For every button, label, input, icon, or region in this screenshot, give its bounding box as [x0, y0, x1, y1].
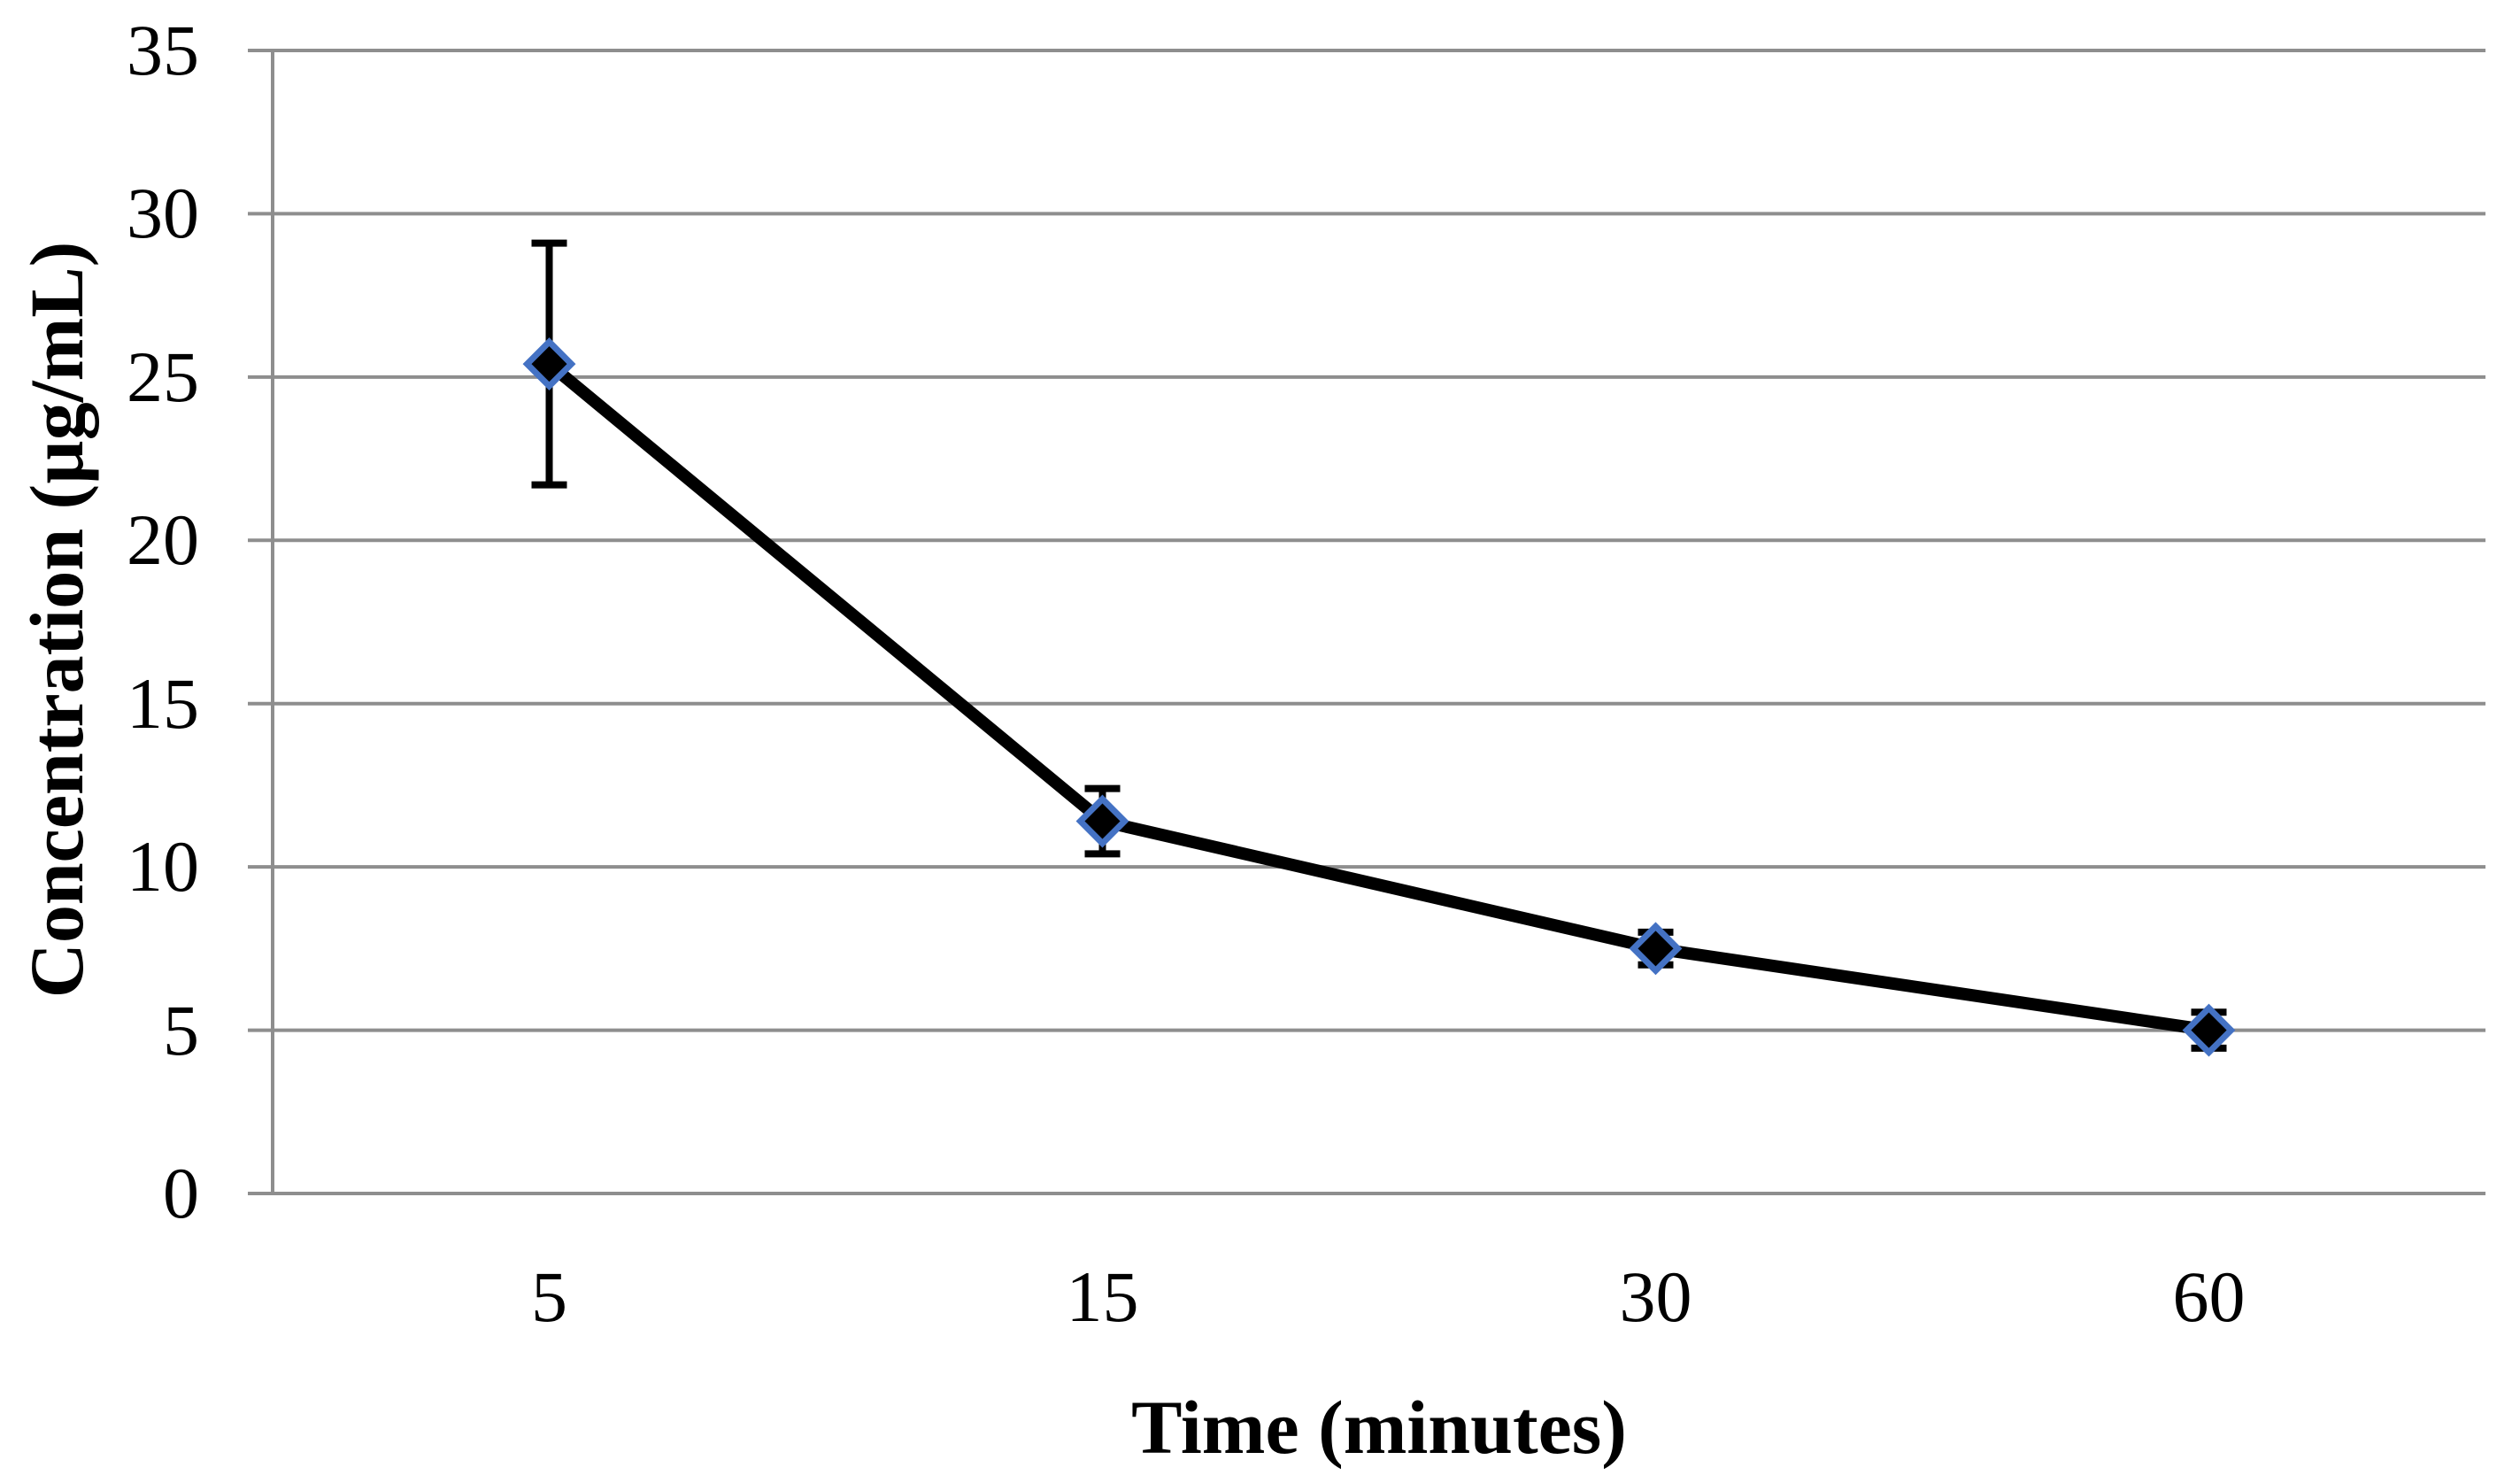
marker-diamond — [1629, 922, 1683, 976]
series-line — [543, 358, 2216, 1037]
y-tick-label: 10 — [127, 826, 199, 908]
x-tick-label: 60 — [2172, 1256, 2246, 1337]
x-axis-title: Time (minutes) — [1131, 1385, 1627, 1470]
x-tick-label: 5 — [531, 1256, 567, 1337]
marker-diamond — [1075, 794, 1129, 848]
y-tick-label: 20 — [127, 499, 199, 581]
y-tick-label: 15 — [127, 662, 199, 744]
marker-diamond — [2182, 1003, 2236, 1057]
x-tick-label: 30 — [1619, 1256, 1692, 1337]
y-tick-label: 5 — [163, 989, 199, 1070]
y-axis-title: Concentration (µg/mL) — [14, 241, 99, 999]
y-tick-label: 35 — [127, 10, 199, 90]
y-tick-label: 30 — [127, 173, 199, 254]
y-tick-label: 0 — [163, 1153, 199, 1233]
marker-diamond — [522, 337, 576, 391]
y-tick-label: 25 — [127, 336, 199, 417]
x-tick-label: 15 — [1066, 1256, 1139, 1337]
